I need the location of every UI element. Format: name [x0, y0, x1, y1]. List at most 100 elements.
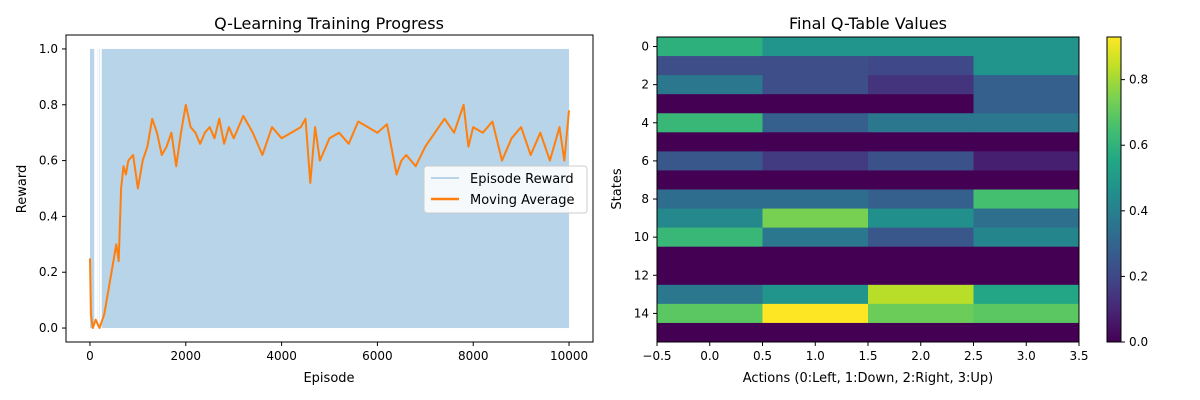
y-tick-label: 14 — [634, 306, 649, 320]
heatmap-cell — [973, 75, 1080, 95]
x-tick-label: 4000 — [266, 349, 297, 363]
heatmap-cell — [657, 284, 763, 305]
heatmap-cell — [762, 132, 869, 152]
x-tick-label: 2.0 — [911, 349, 930, 363]
heatmap-cell — [657, 75, 763, 95]
y-tick-label: 0.2 — [39, 265, 58, 279]
x-tick-label: 0.5 — [753, 349, 772, 363]
x-tick-label: 0.0 — [700, 349, 719, 363]
y-tick-label: 1.0 — [39, 42, 58, 56]
heatmap-cell — [762, 170, 869, 190]
legend-box — [423, 165, 588, 214]
heatmap-cell — [657, 94, 763, 114]
heatmap-cell — [657, 56, 763, 76]
left-plot-frame — [65, 34, 594, 343]
heatmap-cell — [657, 170, 763, 190]
heatmap-cell — [973, 56, 1080, 76]
training-progress-chart: Q-Learning Training Progress 0 2000 4000 60… — [15, 14, 594, 386]
heatmap-cell — [657, 265, 763, 286]
heatmap-cell — [762, 75, 869, 95]
heatmap-cell — [973, 246, 1080, 267]
left-x-ticks: 0 2000 4000 6000 8000 10000 — [86, 342, 588, 363]
y-tick-label: 0.0 — [39, 321, 58, 335]
right-x-label: Actions (0:Left, 1:Down, 2:Right, 3:Up) — [743, 371, 993, 386]
heatmap-cell — [973, 189, 1080, 210]
legend-episode-reward-label: Episode Reward — [470, 172, 574, 187]
moving-average-line — [89, 103, 570, 329]
heatmap-cell — [973, 37, 1080, 57]
heatmap-cell — [657, 189, 763, 210]
heatmap-cell — [762, 94, 869, 114]
colorbar-tick-label: 0.2 — [1129, 269, 1148, 283]
legend: Episode Reward Moving Average — [423, 165, 588, 214]
heatmap-cell — [868, 94, 974, 114]
heatmap-cell — [973, 322, 1080, 343]
colorbar-frame — [1106, 36, 1122, 343]
x-tick-label: −0.5 — [642, 349, 671, 363]
colorbar-tick-label: 0.0 — [1129, 335, 1148, 349]
x-tick-label: 3.0 — [1017, 349, 1036, 363]
heatmap-cell — [868, 208, 974, 229]
heatmap-cell — [762, 37, 869, 57]
heatmap-cell — [762, 56, 869, 76]
y-tick-label: 0.8 — [39, 98, 58, 112]
heatmap-cell — [657, 227, 763, 248]
heatmap-cell — [657, 208, 763, 229]
heatmap-cell — [762, 113, 869, 133]
heatmap-cell — [973, 284, 1080, 305]
heatmap-cell — [657, 132, 763, 152]
heatmap-cell — [868, 303, 974, 324]
left-chart-title: Q-Learning Training Progress — [214, 14, 444, 33]
heatmap-cell — [973, 132, 1080, 152]
heatmap-cell — [973, 170, 1080, 190]
heatmap-cell — [973, 151, 1080, 171]
heatmap-cell — [868, 265, 974, 286]
colorbar-tick-label: 0.6 — [1129, 138, 1148, 152]
heatmap-cell — [657, 322, 763, 343]
y-tick-label: 0.4 — [39, 209, 58, 223]
x-tick-label: 2000 — [170, 349, 201, 363]
x-tick-label: 8000 — [458, 349, 489, 363]
y-tick-label: 4 — [641, 116, 649, 130]
heatmap-cell — [762, 303, 869, 324]
y-tick-label: 6 — [641, 154, 649, 168]
heatmap-cell — [762, 189, 869, 210]
colorbar — [1107, 37, 1121, 342]
heatmap-cell — [762, 265, 869, 286]
y-tick-label: 12 — [634, 268, 649, 282]
heatmap-cell — [657, 151, 763, 171]
heatmap-cell — [868, 113, 974, 133]
heatmap-cells — [657, 37, 1080, 343]
heatmap-cell — [868, 284, 974, 305]
heatmap-cell — [762, 322, 869, 343]
colorbar-tick-label: 0.8 — [1129, 73, 1148, 87]
left-y-label: Reward — [15, 165, 30, 213]
heatmap-cell — [973, 303, 1080, 324]
heatmap-cell — [657, 113, 763, 133]
x-tick-label: 2.5 — [964, 349, 983, 363]
x-tick-label: 1.5 — [858, 349, 877, 363]
colorbar-ticks: 0.0 0.2 0.4 0.6 0.8 — [1121, 73, 1148, 349]
heatmap-cell — [762, 246, 869, 267]
x-tick-label: 10000 — [550, 349, 588, 363]
y-tick-label: 0 — [641, 40, 649, 54]
x-tick-label: 6000 — [362, 349, 393, 363]
right-x-ticks: −0.5 0.0 0.5 1.0 1.5 2.0 2.5 3.0 3.5 — [642, 342, 1089, 363]
heatmap-cell — [762, 151, 869, 171]
left-x-label: Episode — [303, 371, 354, 386]
x-tick-label: 0 — [86, 349, 94, 363]
y-tick-label: 8 — [641, 192, 649, 206]
x-tick-label: 3.5 — [1069, 349, 1088, 363]
right-y-ticks: 0 2 4 6 8 10 12 14 — [634, 40, 657, 320]
heatmap-cell — [973, 227, 1080, 248]
heatmap-cell — [868, 151, 974, 171]
legend-moving-average-label: Moving Average — [470, 193, 574, 208]
heatmap-cell — [657, 246, 763, 267]
y-tick-label: 2 — [641, 78, 649, 92]
heatmap-cell — [762, 208, 869, 229]
heatmap-cell — [868, 246, 974, 267]
episode-reward-gap — [97, 48, 100, 329]
left-y-ticks: 0.0 0.2 0.4 0.6 0.8 1.0 — [39, 42, 66, 335]
heatmap-cell — [868, 189, 974, 210]
